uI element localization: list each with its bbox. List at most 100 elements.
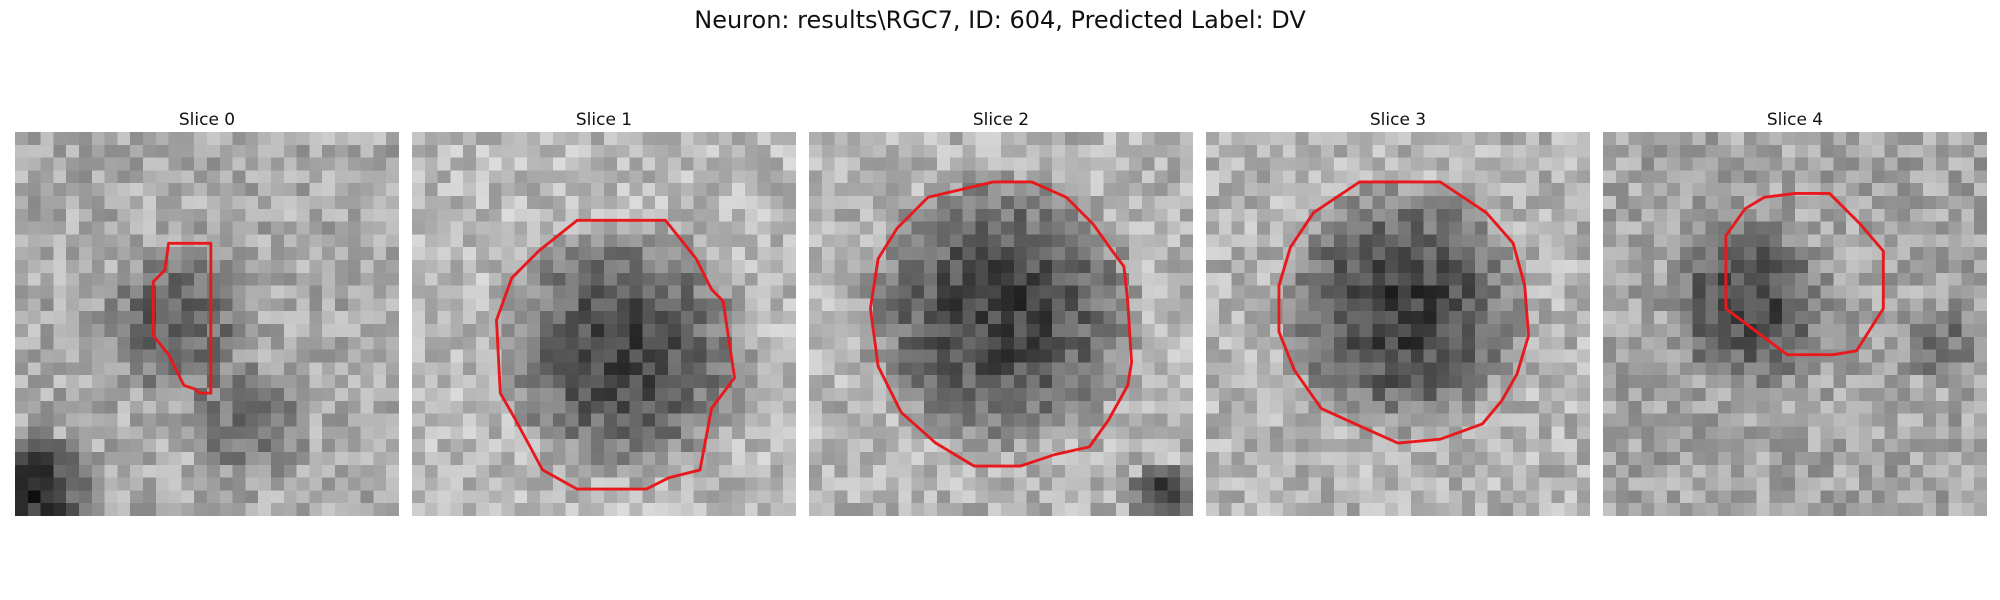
- pixel: [1449, 452, 1463, 466]
- pixel: [1564, 477, 1578, 491]
- pixel: [1206, 503, 1220, 516]
- pixel: [937, 247, 951, 261]
- pixel: [847, 324, 861, 338]
- pixel: [15, 400, 29, 414]
- pixel: [629, 388, 643, 402]
- pixel: [335, 272, 349, 286]
- pixel: [1270, 452, 1284, 466]
- pixel: [1436, 157, 1450, 171]
- pixel: [1026, 170, 1040, 184]
- pixel: [1679, 285, 1693, 299]
- pixel: [1410, 362, 1424, 376]
- pixel: [386, 452, 399, 466]
- pixel: [1423, 144, 1437, 158]
- pixel: [1948, 490, 1962, 504]
- pixel: [1423, 375, 1437, 389]
- pixel: [949, 439, 963, 453]
- pixel: [91, 183, 105, 197]
- pixel: [450, 477, 464, 491]
- pixel: [732, 464, 746, 478]
- pixel: [1884, 183, 1898, 197]
- pixel: [744, 464, 758, 478]
- pixel: [1116, 413, 1130, 427]
- pixel: [450, 157, 464, 171]
- pixel: [1551, 426, 1565, 440]
- pixel: [258, 208, 272, 222]
- pixel: [424, 349, 438, 363]
- pixel: [360, 362, 374, 376]
- pixel: [194, 260, 208, 274]
- pixel: [527, 426, 541, 440]
- pixel: [1782, 311, 1796, 325]
- pixel: [309, 183, 323, 197]
- pixel: [1641, 234, 1655, 248]
- pixel: [719, 490, 733, 504]
- pixel: [1974, 170, 1987, 184]
- pixel: [540, 375, 554, 389]
- pixel: [898, 298, 912, 312]
- pixel: [143, 490, 157, 504]
- pixel: [1257, 477, 1271, 491]
- pixel: [1474, 375, 1488, 389]
- pixel: [1820, 503, 1834, 516]
- pixel: [1551, 477, 1565, 491]
- pixel: [373, 208, 387, 222]
- pixel: [1603, 362, 1617, 376]
- pixel: [207, 439, 221, 453]
- pixel: [1538, 170, 1552, 184]
- pixel: [1398, 285, 1412, 299]
- pixel: [463, 413, 477, 427]
- pixel: [949, 285, 963, 299]
- pixel: [488, 208, 502, 222]
- pixel: [732, 490, 746, 504]
- pixel: [1141, 170, 1155, 184]
- pixel: [40, 260, 54, 274]
- pixel: [1231, 221, 1245, 235]
- pixel: [1334, 375, 1348, 389]
- pixel: [1820, 400, 1834, 414]
- pixel: [706, 195, 720, 210]
- pixel: [1001, 464, 1015, 478]
- pixel: [1923, 388, 1937, 402]
- pixel: [1474, 490, 1488, 504]
- pixel: [1026, 388, 1040, 402]
- pixel: [1026, 132, 1040, 146]
- pixel: [629, 157, 643, 171]
- pixel: [1257, 285, 1271, 299]
- pixel: [1410, 452, 1424, 466]
- pixel: [335, 426, 349, 440]
- pixel: [591, 195, 605, 210]
- pixel: [1615, 195, 1629, 210]
- pixel: [565, 336, 579, 350]
- pixel: [1551, 311, 1565, 325]
- pixel: [1961, 336, 1975, 350]
- pixel: [1359, 247, 1373, 261]
- pixel: [412, 375, 426, 389]
- pixel: [1423, 298, 1437, 312]
- pixel: [834, 362, 848, 376]
- pixel: [258, 477, 272, 491]
- pixel: [1705, 452, 1719, 466]
- pixel: [219, 221, 233, 235]
- pixel: [1359, 183, 1373, 197]
- pixel: [271, 400, 285, 414]
- pixel: [1449, 464, 1463, 478]
- pixel: [1513, 195, 1527, 210]
- pixel: [155, 183, 169, 197]
- pixel: [1167, 375, 1181, 389]
- pixel: [1538, 285, 1552, 299]
- pixel: [527, 247, 541, 261]
- pixel: [1628, 362, 1642, 376]
- pixel: [1436, 452, 1450, 466]
- pixel: [1961, 413, 1975, 427]
- pixel: [1743, 170, 1757, 184]
- pixel: [335, 195, 349, 210]
- pixel: [271, 336, 285, 350]
- pixel: [66, 311, 80, 325]
- pixel: [757, 336, 771, 350]
- pixel: [1871, 336, 1885, 350]
- pixel: [1167, 272, 1181, 286]
- pixel: [757, 477, 771, 491]
- pixel: [860, 375, 874, 389]
- pixel: [898, 247, 912, 261]
